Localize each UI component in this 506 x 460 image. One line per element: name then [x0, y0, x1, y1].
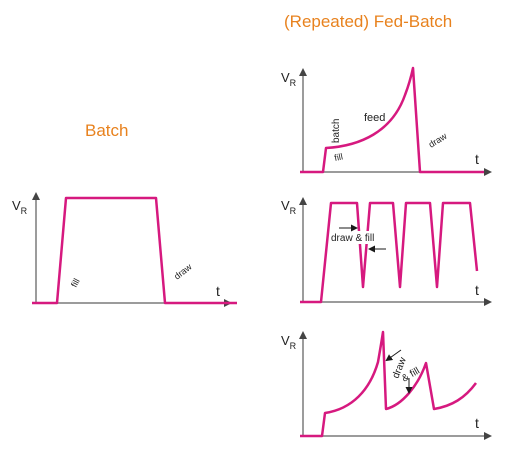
fedbatch-fill-label: fill [333, 151, 343, 163]
fedbatch-draw-label: draw [427, 131, 449, 150]
batch-draw-label: draw [172, 261, 194, 281]
repeated-fed-batch-plot-2: VR t draw & fill [281, 330, 492, 440]
batch-plot: VR t fill draw [12, 192, 237, 307]
fedbatch-volume-curve [300, 66, 484, 174]
rfb2-y-label: VR [281, 333, 297, 351]
rfb1-volume-curve [300, 201, 479, 304]
fedbatch-y-label: VR [281, 70, 297, 88]
rfb1-x-label: t [475, 282, 479, 298]
rfb1-label-backdrop [330, 231, 387, 244]
repeated-fed-batch-plot-1: VR t draw & fill [281, 197, 492, 306]
rfb2-volume-curve [300, 330, 478, 438]
batch-volume-curve [32, 196, 237, 305]
fed-batch-plot: VR t batch feed fill draw [281, 66, 492, 176]
rfb2-x-label: t [475, 415, 479, 431]
fedbatch-x-label: t [475, 151, 479, 167]
rfb1-draw-fill-label: draw & fill [331, 233, 374, 244]
batch-y-label: VR [12, 198, 28, 216]
fedbatch-feed-label: feed [364, 112, 385, 124]
fedbatch-batch-label: batch [331, 119, 342, 143]
fed-batch-title: (Repeated) Fed-Batch [284, 12, 453, 31]
batch-fill-label: fill [69, 277, 82, 289]
rfb2-draw-arrow [385, 349, 402, 362]
batch-title: Batch [85, 121, 129, 140]
rfb1-y-label: VR [281, 198, 297, 216]
batch-x-label: t [216, 283, 220, 299]
